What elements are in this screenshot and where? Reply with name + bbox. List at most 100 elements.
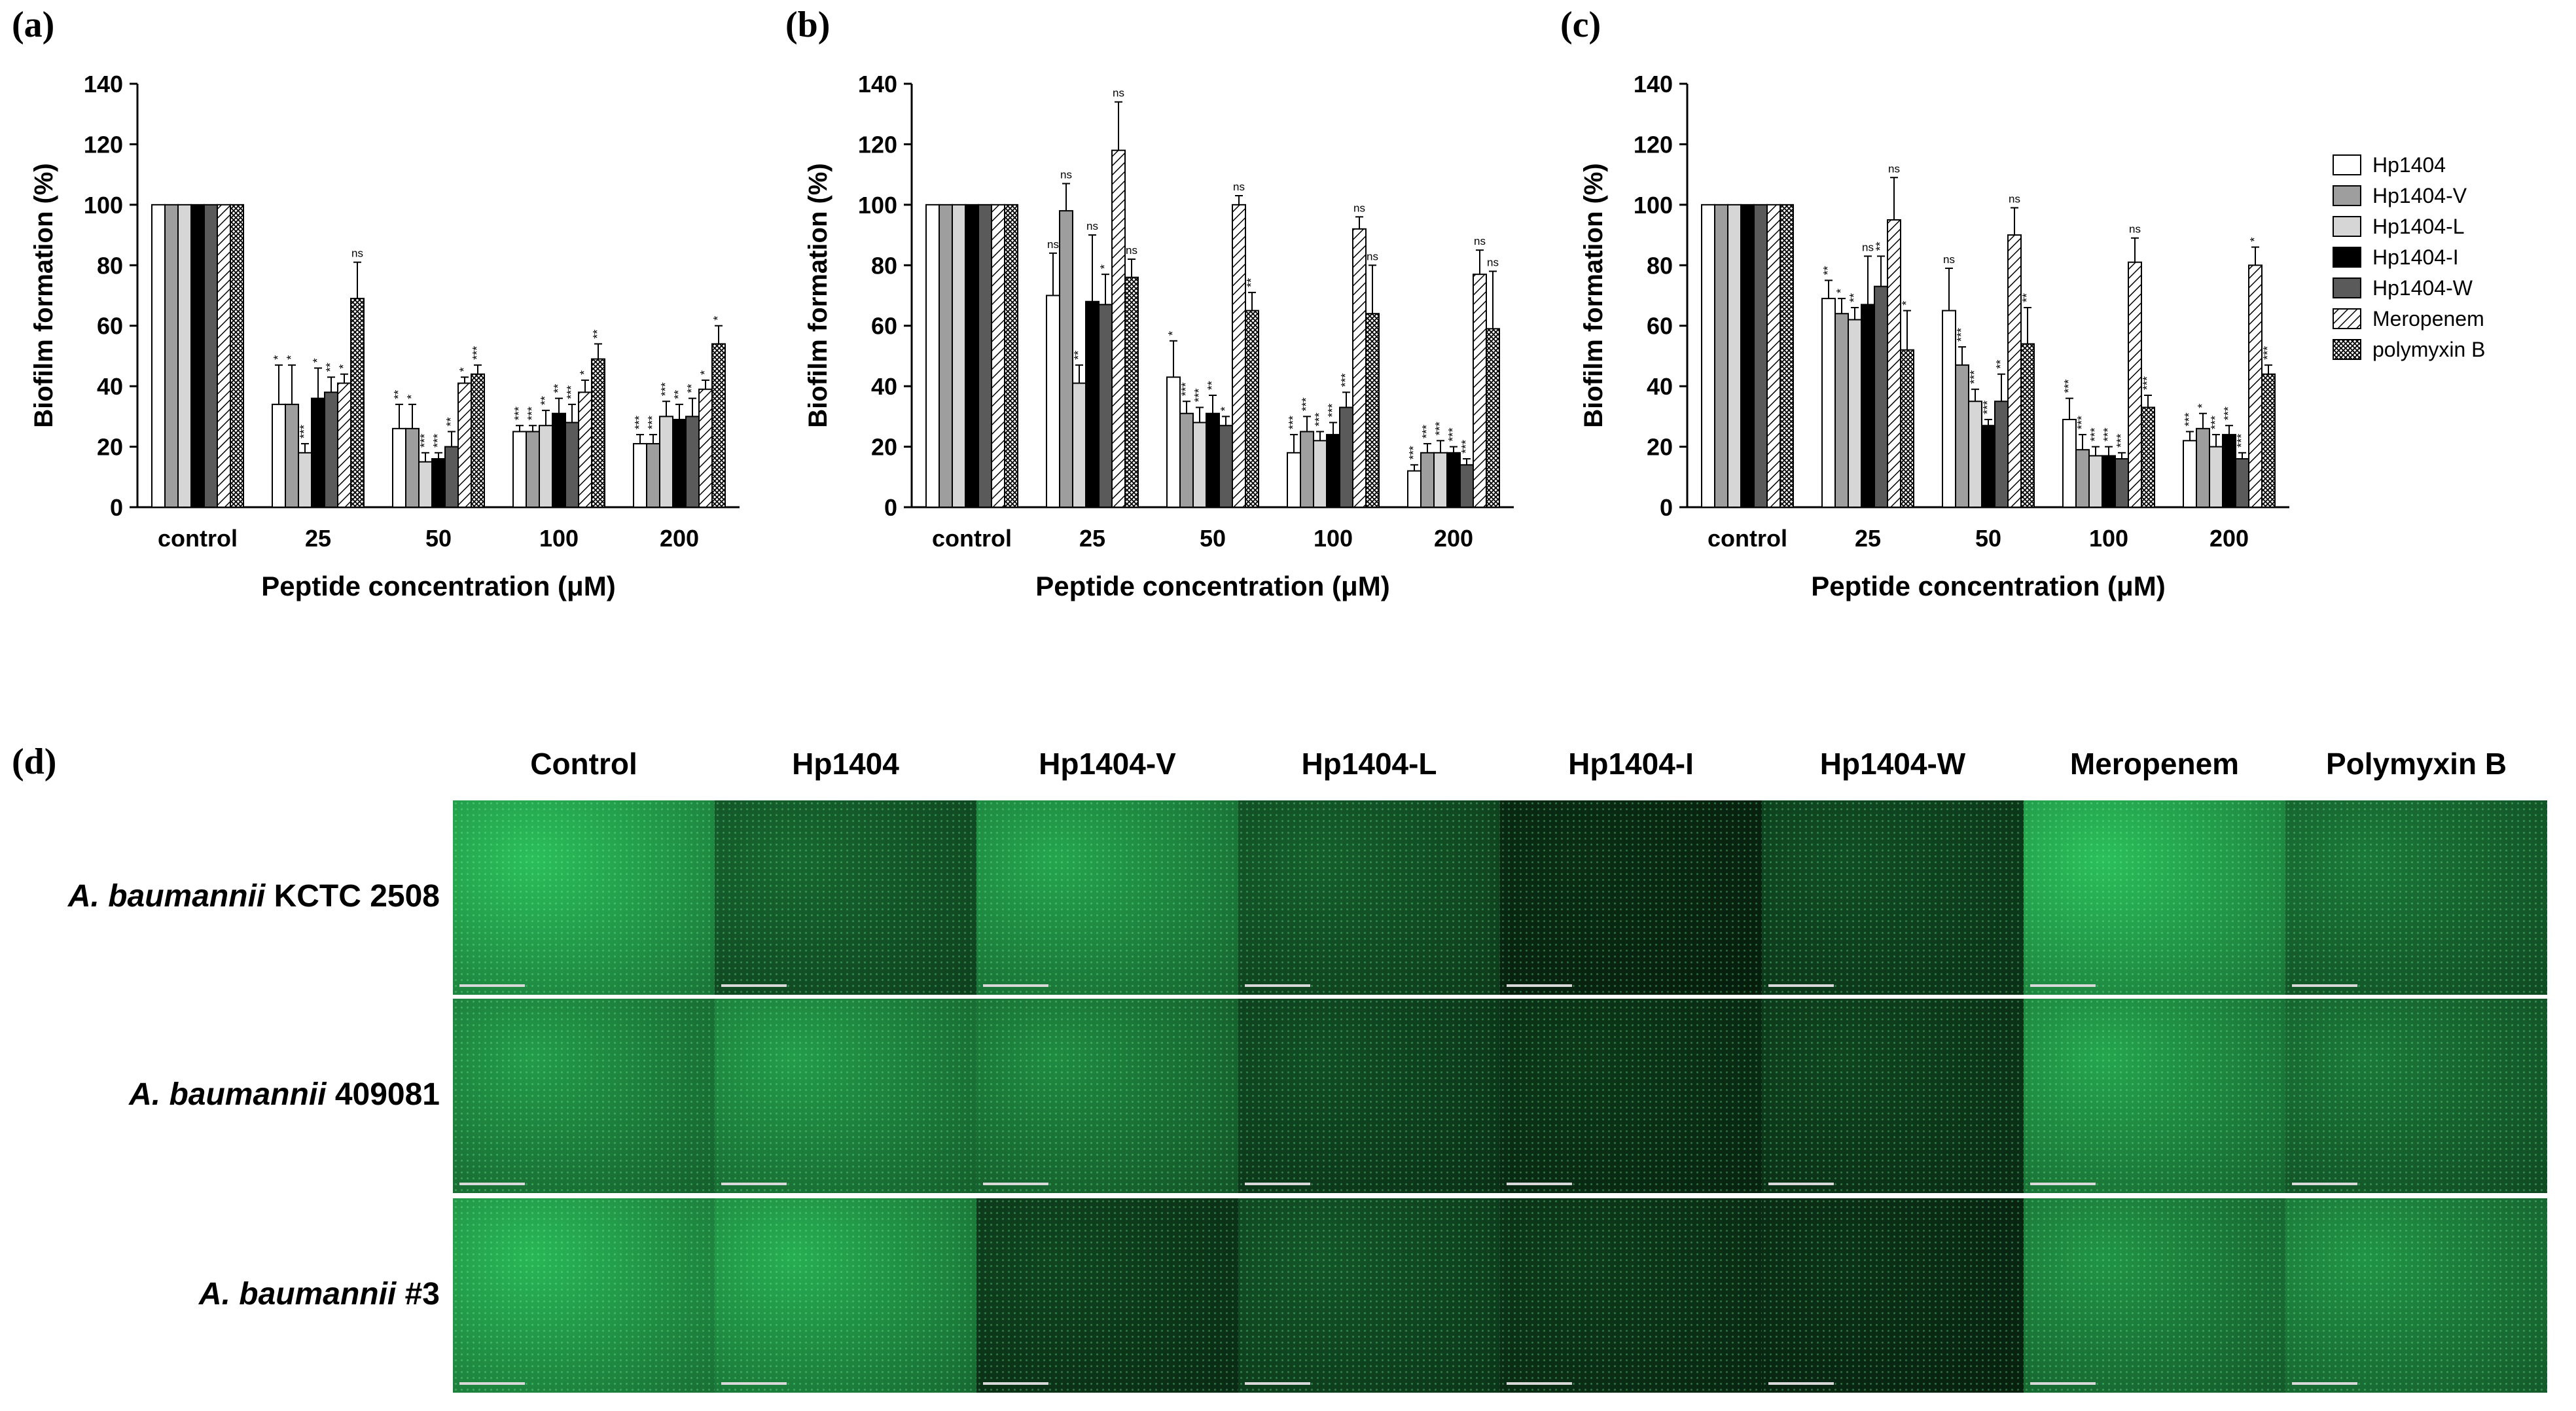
y-tick-label: 40 [1647,373,1673,400]
micrograph-tile [2024,1198,2285,1393]
x-tick-label: 25 [1855,525,1881,552]
bar-hp1404-l [418,461,433,509]
legend-entry: Hp1404-L [2372,215,2465,238]
sig-label: ** [1874,241,1887,251]
bar-hp1404-v [164,204,179,508]
chart-b: 0 20 40 60 80 100 120 140 Biofilm formation (%) P… [804,71,1514,601]
y-tick-label: 120 [1634,131,1673,158]
column-header: Meropenem [2069,747,2240,781]
y-axis-label: Biofilm formation (%) [1579,163,1608,427]
scale-bar [983,1183,1048,1185]
sig-label: * [698,370,711,375]
y-tick-label: 0 [884,494,897,521]
bar-hp1404-v [1059,210,1073,508]
bar-hp1404-v [1834,313,1849,508]
x-tick-label: 100 [1314,525,1353,552]
y-tick-label: 0 [110,494,123,521]
column-header: Control [530,747,637,781]
sig-label: ns [1943,253,1955,266]
bar-meropenem [1111,149,1126,508]
sig-label: *** [633,416,646,429]
sig-label: *** [1287,416,1300,429]
sig-label: *** [512,406,526,420]
x-axis-label: Peptide concentration (μM) [261,571,615,601]
row-label-wrap: A. baumannii #3 [0,1276,440,1315]
row-separator [453,1196,2547,1198]
legend-entry: Hp1404 [2372,153,2446,177]
sig-label: * [457,367,471,372]
bar-polymyxin-b [471,373,485,509]
scale-bar [1768,984,1834,987]
bar-hp1404-l [2088,455,2103,509]
legend-swatch [2333,308,2361,329]
bar-hp1404 [151,204,166,508]
bar-hp1404-l [2209,446,2223,508]
sig-label: * [1098,264,1111,269]
bar-hp1404-l [1848,319,1862,508]
sig-label: * [311,358,324,363]
micrograph-tile [715,1198,976,1393]
bar-hp1404-w [1994,401,2009,508]
y-tick-label: 100 [858,192,897,219]
scale-bar [1507,1382,1572,1385]
scale-bar [459,984,525,987]
bar-hp1404 [1942,310,1956,508]
sig-label: *** [1968,370,1981,384]
legend-entry: Hp1404-V [2372,184,2467,207]
sig-label: ns [351,247,363,260]
scale-bar [2292,1183,2357,1185]
sig-label: ** [672,390,685,399]
bar-hp1404-i [1085,300,1100,508]
micrograph-tile [976,999,1238,1193]
sig-label: *** [1179,382,1192,396]
scale-bar [1768,1183,1834,1185]
scale-bar [1245,1382,1310,1385]
x-axis-label: Peptide concentration (μM) [1035,571,1389,601]
sig-label: * [1900,301,1913,306]
sig-label: *** [2183,412,2196,426]
bar-polymyxin-b [1124,276,1139,508]
micrograph-tile [453,1198,715,1393]
species-name: A. baumannii [198,1276,397,1312]
scale-bar [1245,984,1310,987]
bar-hp1404-v [1179,412,1194,508]
sig-label: ns [1047,238,1059,251]
bar-meropenem [1232,204,1246,508]
bar-hp1404-v [1955,364,1969,508]
sig-label: *** [659,382,672,396]
y-tick-label: 20 [97,434,123,461]
strain-name: 409081 [326,1077,440,1112]
bar-hp1404-w [685,416,700,508]
y-tick-label: 80 [1647,252,1673,279]
sig-label: *** [2222,406,2235,420]
bar-hp1404-i [552,412,566,508]
legend-entry: polymyxin B [2372,338,2486,361]
bar-hp1404-i [1981,425,1995,509]
bar-hp1404-w [1098,304,1113,508]
sig-label: *** [298,425,311,438]
micrograph-tile [453,999,715,1193]
bar-polymyxin-b [1780,204,1794,508]
y-tick-label: 140 [84,71,123,98]
y-tick-label: 80 [871,252,897,279]
bar-polymyxin-b [711,343,726,509]
bar-meropenem [1766,204,1781,508]
bar-hp1404-w [1753,204,1768,508]
bar-hp1404 [1287,452,1301,508]
bar-meropenem [337,382,351,508]
micrograph-tile [1238,999,1500,1193]
sig-label: * [578,370,591,375]
legend-entry: Meropenem [2372,307,2484,330]
sig-label: ** [444,417,457,426]
bar-hp1404-w [1874,285,1888,508]
y-tick-label: 40 [97,373,123,400]
scale-bar [459,1183,525,1185]
sig-label: * [1219,406,1232,411]
bar-hp1404-w [1459,464,1474,508]
bar-hp1404-v [939,204,953,508]
bar-hp1404-v [1714,204,1728,508]
scale-bar [2030,984,2096,987]
sig-label: *** [526,406,539,420]
sig-label: ns [2009,192,2020,205]
micrograph-tile [1238,800,1500,995]
